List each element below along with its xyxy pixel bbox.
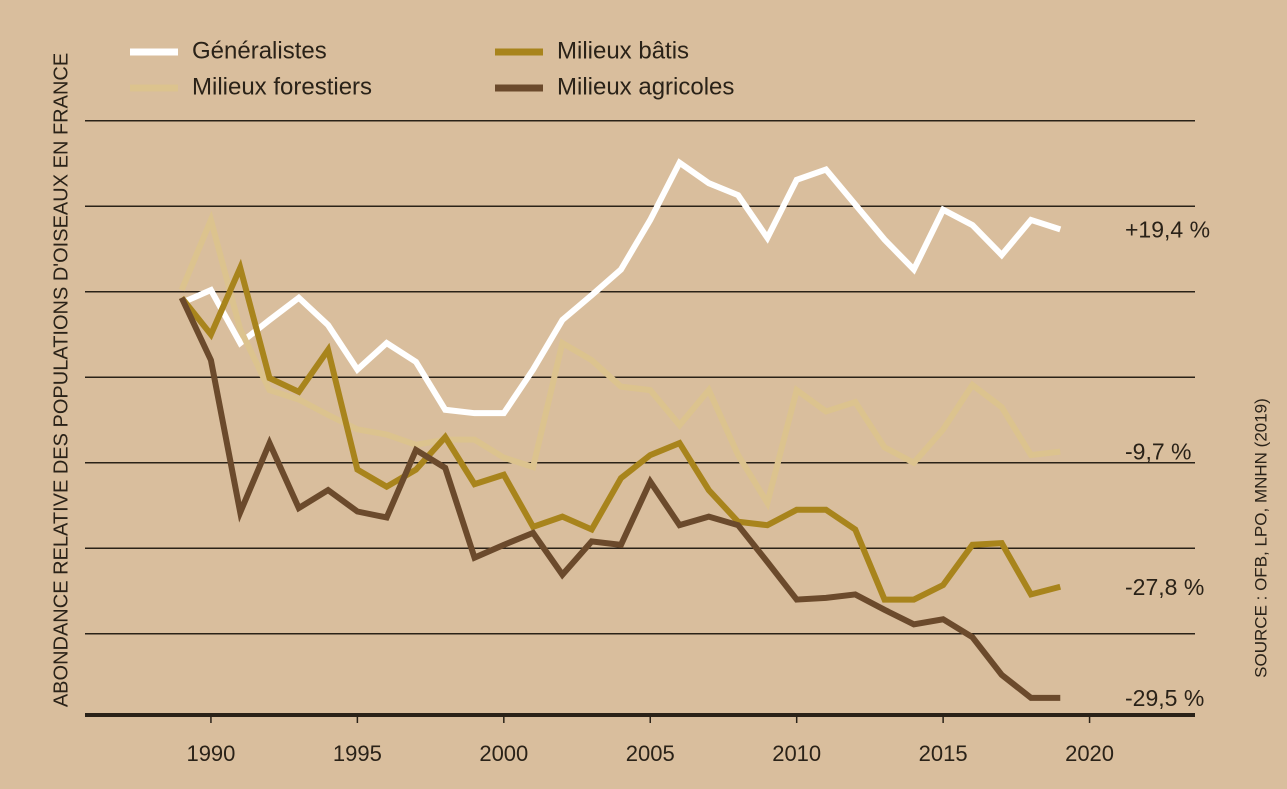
x-tick-label: 2005 [626,741,675,766]
series-line [180,158,1062,417]
end-label: -29,5 % [1125,685,1204,711]
y-axis-label: ABONDANCE RELATIVE DES POPULATIONS D'OIS… [50,53,72,707]
x-tick-label: 1995 [333,741,382,766]
legend-label: Milieux forestiers [192,73,372,100]
legend-label: Milieux agricoles [557,73,734,100]
x-tick-label: 2010 [772,741,821,766]
x-tick-label: 2015 [919,741,968,766]
legend-label: Milieux bâtis [557,37,689,64]
x-tick-label: 2020 [1065,741,1114,766]
series-line [178,296,1061,701]
x-tick-label: 1990 [186,741,235,766]
x-tick-label: 2000 [479,741,528,766]
source: SOURCE : OFB, LPO, MNHN (2019) [1251,398,1270,678]
end-label: +19,4 % [1125,216,1210,242]
end-label: -9,7 % [1125,439,1191,465]
legend-label: Généralistes [192,37,327,64]
end-label: -27,8 % [1125,574,1204,600]
series-line [178,210,1061,511]
series-line [179,258,1062,603]
